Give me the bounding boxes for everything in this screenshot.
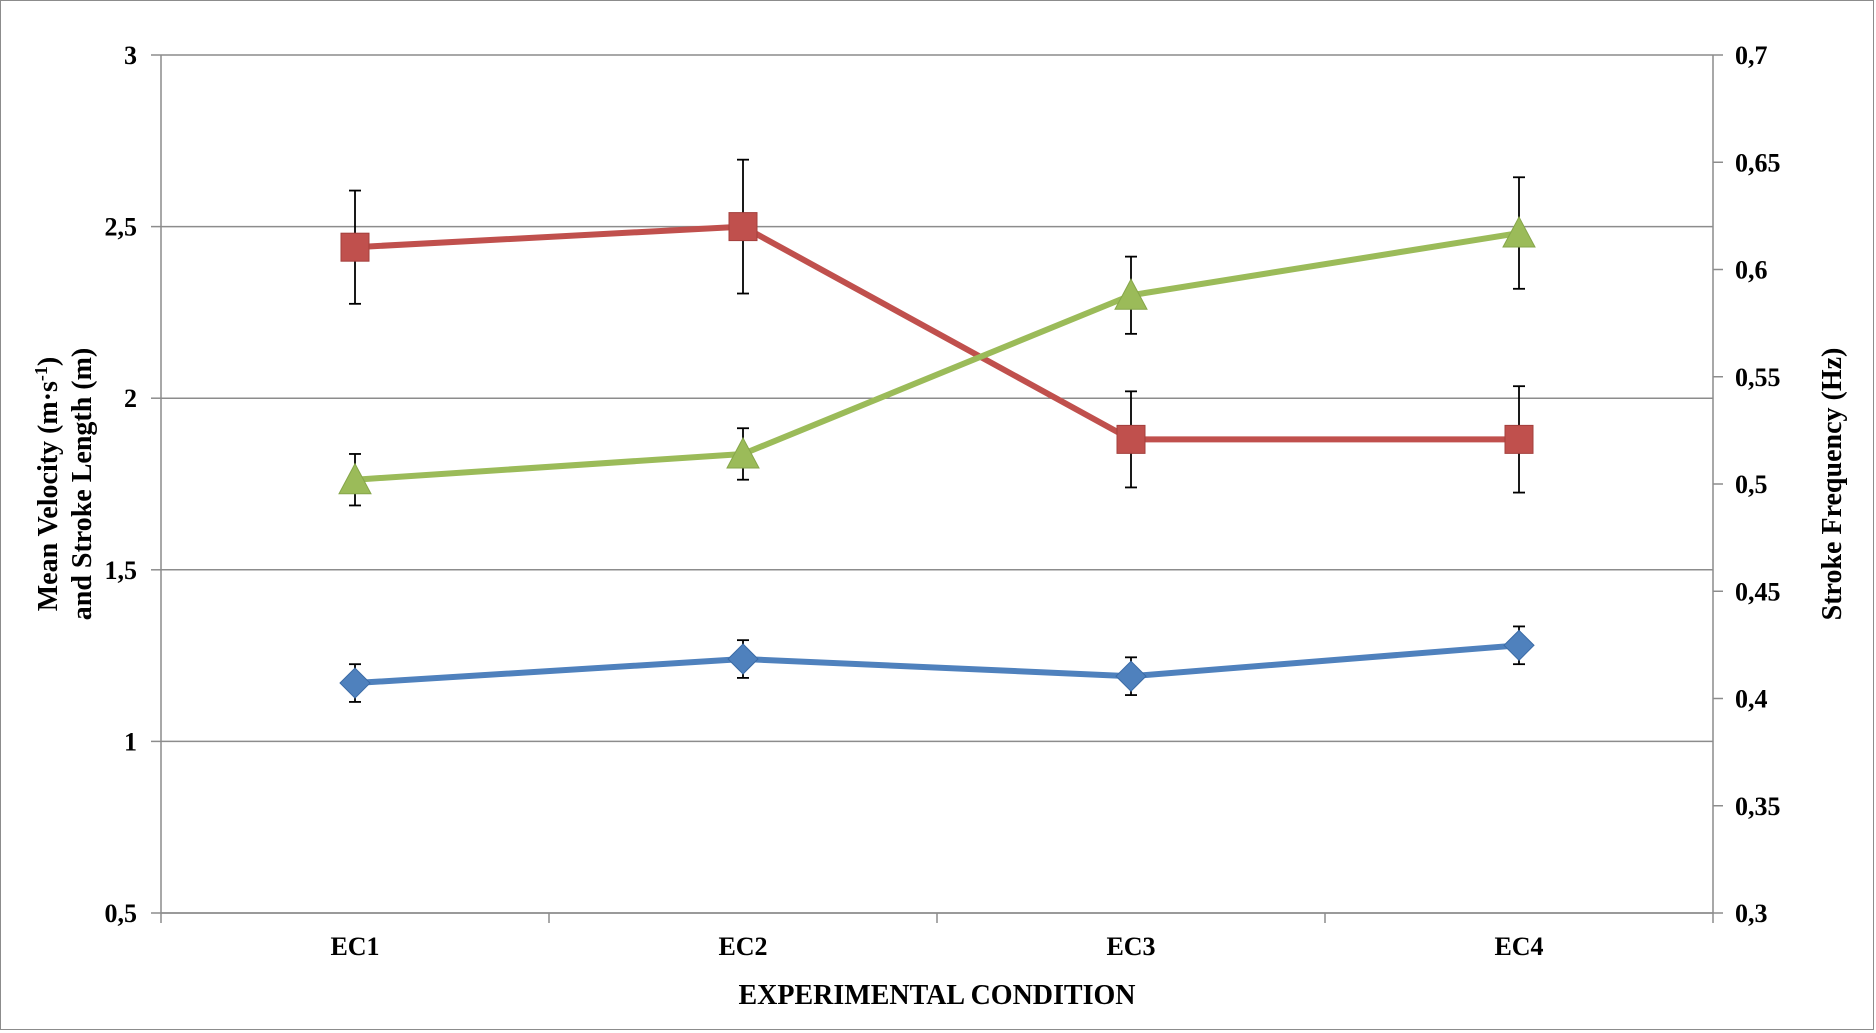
right-axis-tick-label: 0,65: [1735, 148, 1781, 177]
x-axis-tick-label: EC1: [330, 932, 379, 961]
series-line: [354, 230, 1520, 483]
data-point-diamond: [1115, 660, 1147, 692]
data-point-square: [728, 212, 758, 242]
left-axis-tick-label: 2,5: [105, 213, 138, 242]
left-axis-tick-label: 0,5: [105, 899, 138, 928]
right-axis-tick-label: 0,3: [1735, 899, 1768, 928]
left-axis-tick-label: 1,5: [105, 556, 138, 585]
series-line: [354, 223, 1519, 443]
data-point-diamond: [339, 667, 371, 699]
left-axis-tick-label: 1: [124, 727, 137, 756]
left-axis-tick-label: 2: [124, 384, 137, 413]
right-axis-title: Stroke Frequency (Hz): [1817, 348, 1848, 621]
right-axis-tick-label: 0,35: [1735, 792, 1781, 821]
x-axis-title: EXPERIMENTAL CONDITION: [739, 980, 1136, 1011]
data-point-diamond: [1503, 629, 1535, 662]
x-axis-tick-label: EC3: [1106, 932, 1155, 961]
data-point-triangle: [1502, 215, 1536, 248]
right-axis-tick-label: 0,55: [1735, 363, 1781, 392]
data-point-square: [340, 232, 370, 262]
data-point-triangle: [726, 436, 760, 469]
data-point-triangle: [1114, 278, 1148, 310]
data-point-square: [1504, 424, 1534, 454]
right-axis-tick-label: 0,5: [1735, 470, 1768, 499]
x-axis-tick-label: EC2: [718, 932, 767, 961]
data-point-triangle: [338, 462, 372, 495]
left-axis-tick-label: 3: [124, 41, 137, 70]
data-point-square: [1116, 424, 1146, 454]
x-axis-tick-label: EC4: [1494, 932, 1543, 961]
left-axis-title: Mean Velocity (m·s-1) and Stroke Length (…: [31, 348, 98, 621]
right-axis-tick-label: 0,6: [1735, 256, 1768, 285]
right-axis-tick-label: 0,4: [1735, 685, 1768, 714]
series-line: [354, 642, 1520, 687]
right-axis-tick-label: 0,45: [1735, 577, 1781, 606]
data-point-diamond: [727, 643, 759, 675]
right-axis-tick-label: 0,7: [1735, 41, 1768, 70]
